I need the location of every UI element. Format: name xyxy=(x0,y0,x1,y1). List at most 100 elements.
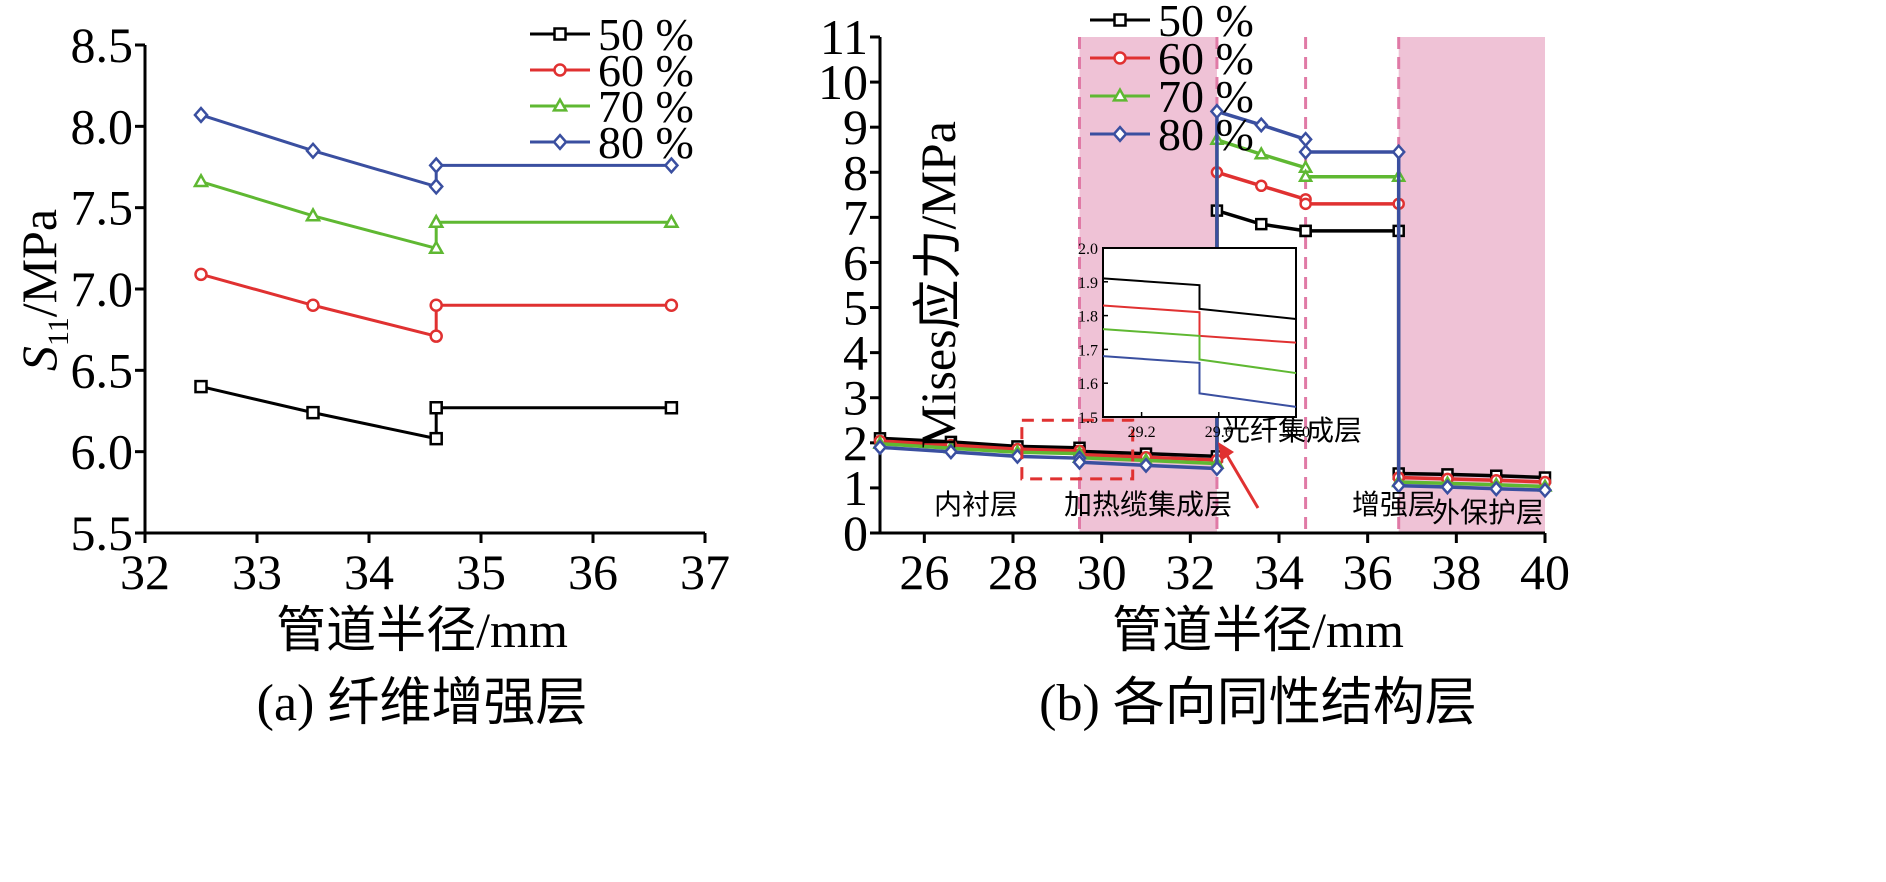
panel-b-series-line-3 xyxy=(879,137,1546,489)
panel-b-zoom-box xyxy=(1020,418,1260,509)
panel-b-xlabel: 管道半径/mm xyxy=(1112,602,1404,658)
panel-b-point xyxy=(1299,224,1312,238)
panel-b-point xyxy=(1299,197,1312,211)
panel-b-inset: 29.2 29.6 30.0 1.5 1.6 1.7 1.8 1.9 2.0 xyxy=(1078,241,1310,441)
panel-a-y-tick-label: 6.5 xyxy=(71,342,134,398)
panel-a-point xyxy=(306,405,320,420)
panel-b-y-tick-label: 8 xyxy=(843,144,868,200)
panel-a-x-tick-label: 36 xyxy=(568,544,618,600)
panel-b-zoom-rect xyxy=(1020,418,1135,481)
panel-a-point xyxy=(194,379,208,394)
panel-a-point xyxy=(429,298,443,313)
panel-a-legend-label: 50 % xyxy=(598,9,694,60)
panel-b-legend-marker xyxy=(1113,13,1127,27)
inset-y-tick-label: 1.9 xyxy=(1078,275,1098,292)
panel-a-point xyxy=(664,400,679,415)
panel-a-x-tick-label: 33 xyxy=(232,544,282,600)
panel-b-x-tick-label: 38 xyxy=(1431,544,1481,600)
panel-b-region-label: 外保护层 xyxy=(1432,497,1544,529)
panel-b-y-tick-label: 0 xyxy=(843,505,868,561)
panel-b-y-tick-label: 2 xyxy=(843,415,868,471)
panel-a-point xyxy=(429,400,443,415)
panel-b-y-tick-label: 11 xyxy=(820,9,868,65)
panel-a-x-tick-label: 35 xyxy=(456,544,506,600)
panel-b-x-tick-label: 40 xyxy=(1520,544,1570,600)
panel-a-y-tick-label: 6.0 xyxy=(71,424,134,480)
panel-a-legend-marker xyxy=(551,97,569,112)
panel-b-point xyxy=(1489,480,1504,497)
panel-b-point xyxy=(1440,478,1455,496)
panel-b-y-tick-label: 7 xyxy=(843,189,868,245)
panel-b-y-tick-label: 1 xyxy=(843,460,868,516)
panel-a-ylabel-sub: 11 xyxy=(42,317,75,346)
panel-a-ylabel-rest: /MPa xyxy=(11,209,67,317)
panel-b-point xyxy=(1297,168,1314,183)
panel-a-y-tick-label: 8.5 xyxy=(71,17,134,73)
panel-b-legend-marker xyxy=(1111,87,1129,102)
panel-b-point xyxy=(1255,179,1268,193)
panel-a-point xyxy=(428,239,445,254)
panel-b-point xyxy=(943,443,959,460)
panel-a-legend-label: 80 % xyxy=(598,117,694,168)
panel-b-series xyxy=(872,103,1553,499)
panel-b-legend-label: 60 % xyxy=(1158,33,1254,84)
inset-y-tick-label: 2.0 xyxy=(1078,241,1098,258)
panel-b-y-tick-label: 3 xyxy=(843,370,868,426)
inset-x-tick-label: 29.2 xyxy=(1128,424,1156,441)
panel-b-y-tick-label: 6 xyxy=(843,234,868,290)
panel-a-legend-marker xyxy=(553,63,567,77)
panel-a-ylabel-main: S xyxy=(11,346,67,371)
panel-a-y-tick-label: 7.0 xyxy=(71,261,134,317)
panel-b-point xyxy=(872,439,888,456)
inset-x-tick-label: 30.0 xyxy=(1282,424,1310,441)
panel-b-point xyxy=(1391,477,1406,494)
inset-y-tick-label: 1.5 xyxy=(1078,410,1098,427)
panel-b-legend-label: 80 % xyxy=(1158,109,1254,160)
panel-a-legend-marker xyxy=(552,133,568,151)
panel-b-y-tick-label: 4 xyxy=(843,325,868,381)
panel-b-point xyxy=(1391,143,1406,161)
panel-b-x-tick-label: 28 xyxy=(988,544,1038,600)
panel-a-point xyxy=(663,156,680,175)
panel-b-x-tick-label: 32 xyxy=(1165,544,1215,600)
panel-b-point xyxy=(1209,460,1225,477)
panel-a-point xyxy=(663,213,680,228)
panel-b-region-label: 内衬层 xyxy=(934,489,1018,521)
panel-b-region-label: 加热缆集成层 xyxy=(1064,489,1232,521)
panel-b-point xyxy=(1209,103,1225,120)
panel-a-legend-label: 60 % xyxy=(598,45,694,96)
panel-b-zoom-arrow-head xyxy=(1218,442,1234,461)
panel-b-x-tick-label: 34 xyxy=(1254,544,1304,600)
inset-series-line xyxy=(1102,277,1297,320)
panel-a: 32 33 34 35 36 37 5.5 6.0 6.5 7.0 7.5 8.0 8.5 50 %60… xyxy=(11,9,730,732)
inset-y-tick-label: 1.7 xyxy=(1078,342,1098,359)
panel-b-legend: 50 %60 %70 %80 % xyxy=(1090,0,1254,160)
panel-a-point xyxy=(428,156,444,175)
panel-b-region-label: 光纤集成层 xyxy=(1222,415,1362,447)
panel-b-point xyxy=(1138,457,1154,474)
panel-b-x-tick-label: 36 xyxy=(1343,544,1393,600)
panel-a-y-tick-label: 5.5 xyxy=(71,505,134,561)
panel-a-x-tick-label: 34 xyxy=(344,544,394,600)
panel-a-point xyxy=(192,172,210,188)
panel-b-legend-label: 70 % xyxy=(1158,71,1254,122)
panel-b-y-tick-label: 9 xyxy=(843,99,868,155)
panel-a-point xyxy=(193,106,209,124)
panel-b-shaded-band xyxy=(1398,37,1545,533)
panel-a-legend-label: 70 % xyxy=(598,81,694,132)
panel-b-y-tick-label: 5 xyxy=(843,280,868,336)
panel-b-point xyxy=(1072,454,1087,471)
panel-b-point xyxy=(1255,217,1268,231)
panel-b-point xyxy=(1298,131,1313,148)
panel-b-caption: (b) 各向同性结构层 xyxy=(1039,675,1477,732)
panel-a-point xyxy=(428,177,444,196)
panel-a-point xyxy=(429,329,443,343)
inset-y-tick-label: 1.6 xyxy=(1078,376,1098,393)
inset-y-tick-label: 1.8 xyxy=(1078,309,1098,326)
panel-a-point xyxy=(304,206,322,222)
panel-a-series xyxy=(192,106,680,446)
panel-a-ylabel: S11/MPa xyxy=(11,209,75,371)
